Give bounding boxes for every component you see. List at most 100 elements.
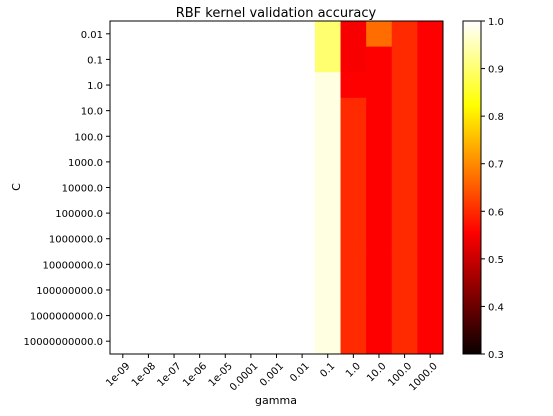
heatmap-cell (186, 123, 213, 150)
heatmap-cell (212, 123, 239, 150)
colorbar-tick-label: 0.4 (488, 302, 504, 313)
y-tick-label: 10000000000.0 (23, 337, 103, 348)
heatmap-cell (186, 97, 213, 124)
colorbar-tick-label: 1.0 (488, 17, 504, 28)
heatmap-cell (314, 225, 341, 252)
heatmap-cell (238, 277, 265, 304)
heatmap-cell (391, 174, 418, 201)
heatmap-cell (135, 328, 162, 355)
heatmap-cell (161, 72, 188, 99)
heatmap-cell (366, 225, 393, 252)
heatmap-cell (186, 277, 213, 304)
heatmap-cell (161, 200, 188, 227)
y-tick-label: 10000.0 (62, 184, 103, 195)
heatmap-cell (186, 302, 213, 329)
heatmap-cell (110, 251, 137, 278)
heatmap-cell (391, 251, 418, 278)
heatmap-cell (391, 72, 418, 99)
heatmap-cell (417, 46, 444, 73)
heatmap-cell (161, 225, 188, 252)
heatmap-cell (186, 328, 213, 355)
heatmap-cell (366, 123, 393, 150)
heatmap-cell (263, 72, 290, 99)
heatmap-cell (340, 149, 367, 176)
heatmap-cell (238, 251, 265, 278)
heatmap-cell (391, 21, 418, 48)
heatmap-cell (212, 72, 239, 99)
heatmap-cell (340, 225, 367, 252)
heatmap-cell (314, 97, 341, 124)
heatmap-cell (417, 149, 444, 176)
heatmap-cell (161, 277, 188, 304)
heatmap-cell (314, 174, 341, 201)
heatmap-cell (186, 21, 213, 48)
heatmap-cells (110, 21, 444, 355)
colorbar-ticks: 0.3 0.4 0.5 0.6 0.7 0.8 0.9 1.0 (481, 17, 504, 361)
heatmap-cell (238, 21, 265, 48)
y-tick-label: 10.0 (81, 107, 103, 118)
heatmap-cell (366, 21, 393, 48)
heatmap-cell (135, 21, 162, 48)
heatmap-cell (110, 174, 137, 201)
heatmap-cell (135, 97, 162, 124)
heatmap-cell (161, 97, 188, 124)
heatmap-cell (314, 200, 341, 227)
heatmap-cell (135, 174, 162, 201)
heatmap-cell (366, 72, 393, 99)
chart-title: RBF kernel validation accuracy (176, 6, 377, 21)
heatmap-cell (212, 21, 239, 48)
colorbar-tick-label: 0.5 (488, 255, 504, 266)
heatmap-cell (289, 200, 316, 227)
heatmap-cell (135, 72, 162, 99)
heatmap-cell (212, 200, 239, 227)
heatmap-cell (238, 72, 265, 99)
heatmap-cell (110, 97, 137, 124)
y-tick-label: 100.0 (74, 132, 103, 143)
heatmap-cell (340, 72, 367, 99)
heatmap-cell (391, 328, 418, 355)
heatmap-cell (161, 46, 188, 73)
heatmap-cell (110, 328, 137, 355)
heatmap-cell (161, 149, 188, 176)
colorbar-tick-label: 0.7 (488, 160, 504, 171)
heatmap-cell (391, 123, 418, 150)
y-axis-ticks: 0.01 0.1 1.0 10.0 100.0 1000.0 10000.0 100000.0… (23, 30, 110, 348)
heatmap-cell (161, 174, 188, 201)
heatmap-cell (110, 302, 137, 329)
heatmap-cell (186, 225, 213, 252)
heatmap-cell (289, 251, 316, 278)
heatmap-cell (366, 328, 393, 355)
heatmap-cell (366, 251, 393, 278)
heatmap-cell (161, 251, 188, 278)
y-tick-label: 0.1 (87, 55, 103, 66)
y-tick-label: 1000000.0 (49, 235, 103, 246)
heatmap-cell (263, 200, 290, 227)
heatmap-cell (289, 225, 316, 252)
heatmap-cell (340, 200, 367, 227)
heatmap-cell (366, 174, 393, 201)
heatmap-cell (135, 225, 162, 252)
heatmap-cell (366, 149, 393, 176)
heatmap-cell (212, 225, 239, 252)
heatmap-cell (238, 174, 265, 201)
heatmap-cell (212, 174, 239, 201)
x-tick-label: 0.001 (258, 361, 286, 389)
heatmap-cell (186, 72, 213, 99)
heatmap-cell (238, 46, 265, 73)
heatmap-cell (417, 328, 444, 355)
heatmap-cell (238, 97, 265, 124)
heatmap-cell (417, 97, 444, 124)
heatmap-cell (289, 46, 316, 73)
x-tick-label: 1e-09 (104, 361, 132, 389)
colorbar-tick-label: 0.8 (488, 112, 504, 123)
heatmap-cell (161, 302, 188, 329)
heatmap-cell (391, 225, 418, 252)
colorbar-tick-label: 0.3 (488, 350, 504, 361)
heatmap-cell (289, 328, 316, 355)
x-tick-label: 0.0001 (228, 361, 261, 394)
heatmap-cell (366, 200, 393, 227)
x-axis-label: gamma (255, 394, 297, 407)
heatmap-cell (289, 97, 316, 124)
